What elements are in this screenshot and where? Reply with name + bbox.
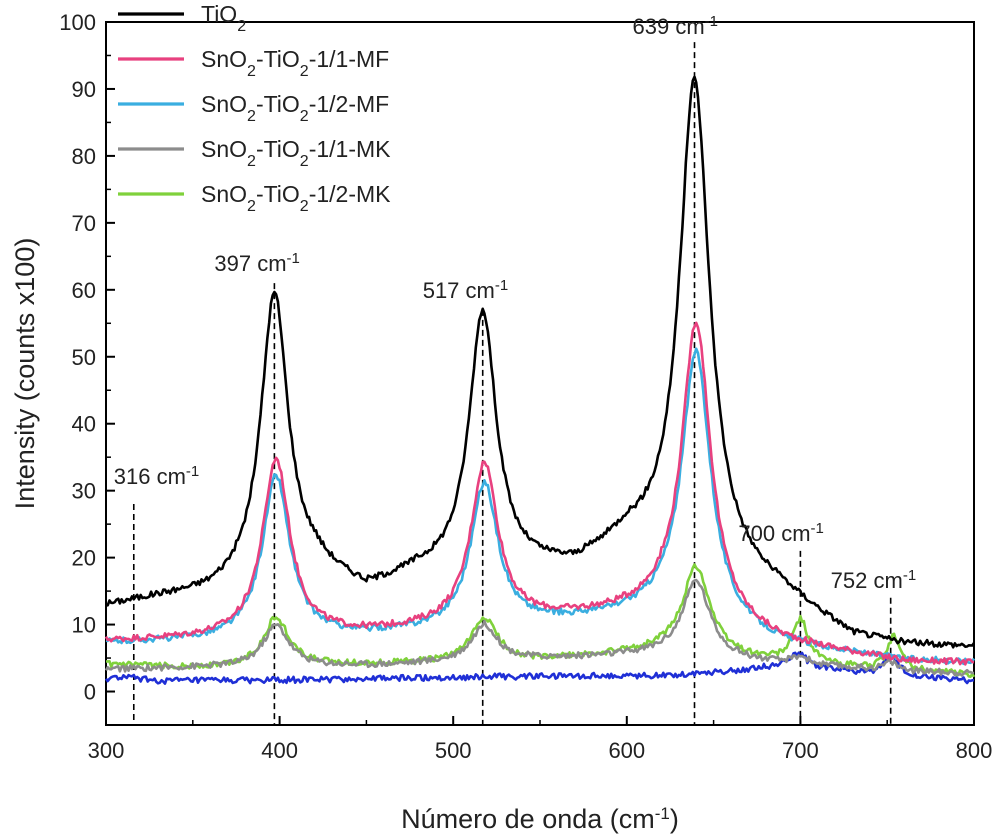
- y-tick-label: 30: [72, 479, 96, 504]
- y-tick-label: 10: [72, 613, 96, 638]
- annotation-label-316: 316 cm-1: [114, 463, 200, 490]
- y-tick-label: 80: [72, 144, 96, 169]
- plot-frame: [105, 21, 975, 726]
- y-tick-label: 100: [59, 10, 96, 35]
- legend-label-0: TiO2: [201, 1, 246, 35]
- series-line-2: [105, 347, 976, 666]
- series-line-3: [104, 578, 975, 677]
- legend-label-4: SnO2-TiO2-1/2-MK: [201, 181, 391, 215]
- legend-label-2: SnO2-TiO2-1/2-MF: [201, 91, 389, 125]
- x-tick-label: 500: [435, 738, 472, 763]
- y-tick-label: 0: [84, 680, 96, 705]
- annotation-labels: 316 cm-1 397 cm-1 517 cm-1 639 cm-1 700 cm-1…: [114, 13, 916, 593]
- annotation-label-752: 752 cm-1: [831, 566, 917, 593]
- x-tick-label: 800: [956, 738, 993, 763]
- legend: TiO2 SnO2-TiO2-1/1-MF SnO2-TiO2-1/2-MF SnO2…: [118, 1, 391, 215]
- legend-label-3: SnO2-TiO2-1/1-MK: [201, 136, 391, 170]
- series-layer: [104, 75, 976, 685]
- y-tick-label: 20: [72, 546, 96, 571]
- y-tick-label: 50: [72, 345, 96, 370]
- series-line-0: [105, 75, 976, 649]
- annotation-label-639: 639 cm-1: [633, 13, 719, 40]
- annotation-label-397: 397 cm-1: [214, 250, 300, 277]
- legend-label-1: SnO2-TiO2-1/1-MF: [201, 46, 389, 80]
- x-tick-label: 300: [88, 738, 125, 763]
- y-axis-title: Intensity (counts x100): [10, 238, 40, 510]
- axis-titles: Número de onda (cm-1) Intensity (counts x…: [10, 238, 679, 834]
- y-tick-label: 90: [72, 77, 96, 102]
- series-line-1: [104, 321, 975, 666]
- x-tick-label: 600: [608, 738, 645, 763]
- annotation-lines: [132, 42, 892, 725]
- y-tick-label: 60: [72, 278, 96, 303]
- y-tick-label: 70: [72, 211, 96, 236]
- annotation-label-517: 517 cm-1: [423, 276, 509, 303]
- x-axis-title: Número de onda (cm-1): [401, 804, 679, 835]
- y-tick-label: 40: [72, 412, 96, 437]
- annotation-label-700: 700 cm-1: [738, 519, 824, 546]
- x-tick-label: 700: [782, 738, 819, 763]
- x-tick-label: 400: [261, 738, 298, 763]
- axes: 300 400 500 600 700 800 0 10 20 30 40 50 60 70 80 90 100: [59, 10, 992, 763]
